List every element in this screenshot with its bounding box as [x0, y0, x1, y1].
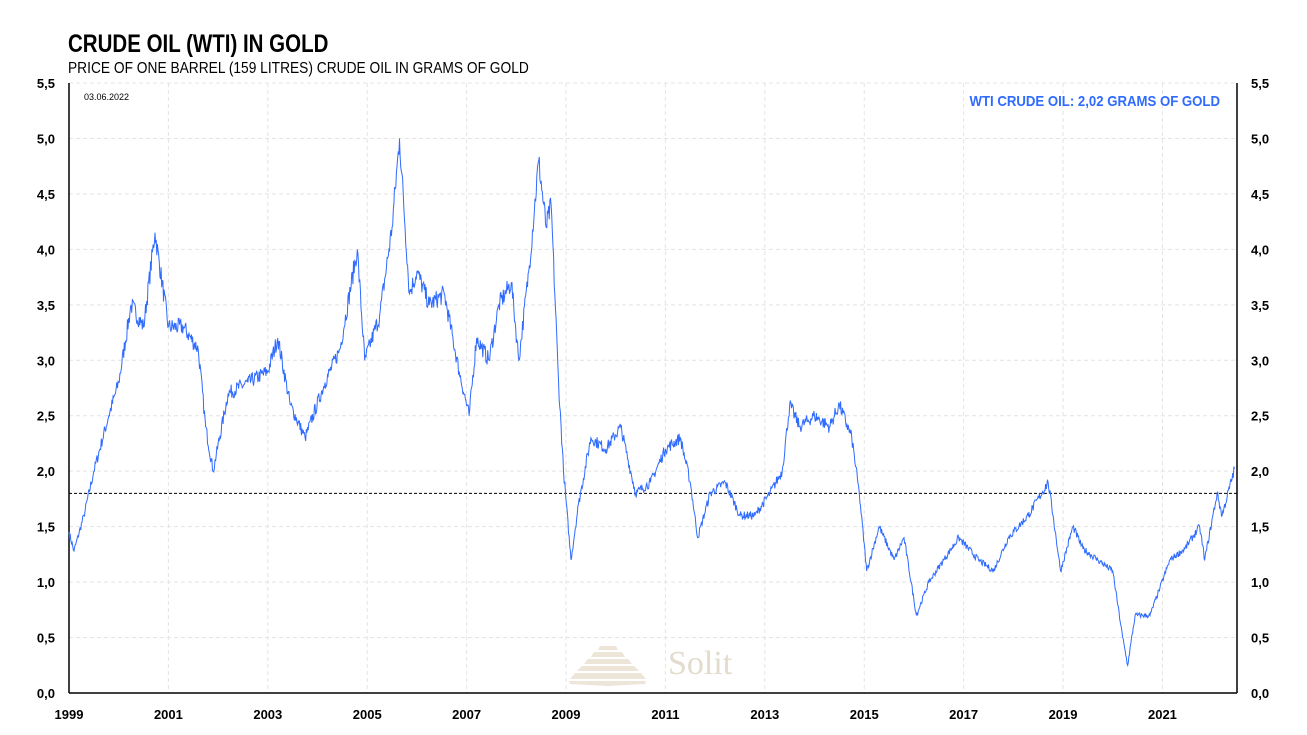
y-tick-label-right: 5,0: [1251, 131, 1269, 146]
y-tick-label-right: 1,0: [1251, 575, 1269, 590]
y-tick-label-right: 3,5: [1251, 298, 1269, 313]
chart-subtitle: PRICE OF ONE BARREL (159 LITRES) CRUDE O…: [68, 60, 529, 77]
x-tick-label: 1999: [55, 707, 84, 722]
y-tick-label-right: 3,0: [1251, 353, 1269, 368]
x-tick-label: 2013: [750, 707, 779, 722]
y-tick-label-left: 5,5: [37, 76, 55, 91]
x-tick-label: 2011: [651, 707, 679, 722]
y-tick-label-left: 2,0: [37, 464, 55, 479]
solit-watermark: Solit: [569, 645, 733, 686]
y-tick-label-left: 4,5: [37, 187, 55, 202]
x-tick-label: 2005: [353, 707, 382, 722]
x-tick-label: 2019: [1049, 707, 1078, 722]
y-tick-label-right: 1,5: [1251, 520, 1269, 535]
y-tick-label-left: 3,5: [37, 298, 55, 313]
series-line-wti-in-gold: [68, 138, 1235, 667]
y-tick-label-left: 2,5: [37, 409, 55, 424]
date-label: 03.06.2022: [84, 92, 129, 102]
y-tick-label-right: 5,5: [1251, 76, 1269, 91]
y-tick-label-left: 1,0: [37, 575, 55, 590]
x-tick-label: 2007: [452, 707, 481, 722]
y-tick-label-right: 4,5: [1251, 187, 1269, 202]
y-tick-label-left: 0,0: [37, 686, 55, 701]
y-tick-label-right: 0,0: [1251, 686, 1269, 701]
x-tick-label: 2017: [949, 707, 978, 722]
watermark-text: Solit: [668, 645, 733, 682]
x-tick-label: 2001: [154, 707, 183, 722]
x-tick-label: 2003: [253, 707, 282, 722]
y-tick-label-left: 1,5: [37, 520, 55, 535]
y-tick-label-right: 4,0: [1251, 242, 1269, 257]
current-value-annotation: WTI CRUDE OIL: 2,02 GRAMS OF GOLD: [970, 92, 1220, 109]
y-tick-label-left: 3,0: [37, 353, 55, 368]
x-tick-label: 2015: [850, 707, 879, 722]
x-tick-label: 2009: [552, 707, 581, 722]
y-tick-label-left: 0,5: [37, 631, 55, 646]
y-tick-label-right: 2,5: [1251, 409, 1269, 424]
chart-title: CRUDE OIL (WTI) IN GOLD: [68, 30, 329, 58]
x-tick-label: 2021: [1148, 707, 1177, 722]
y-tick-label-right: 0,5: [1251, 631, 1269, 646]
y-tick-label-left: 4,0: [37, 242, 55, 257]
y-tick-label-left: 5,0: [37, 131, 55, 146]
y-tick-label-right: 2,0: [1251, 464, 1269, 479]
